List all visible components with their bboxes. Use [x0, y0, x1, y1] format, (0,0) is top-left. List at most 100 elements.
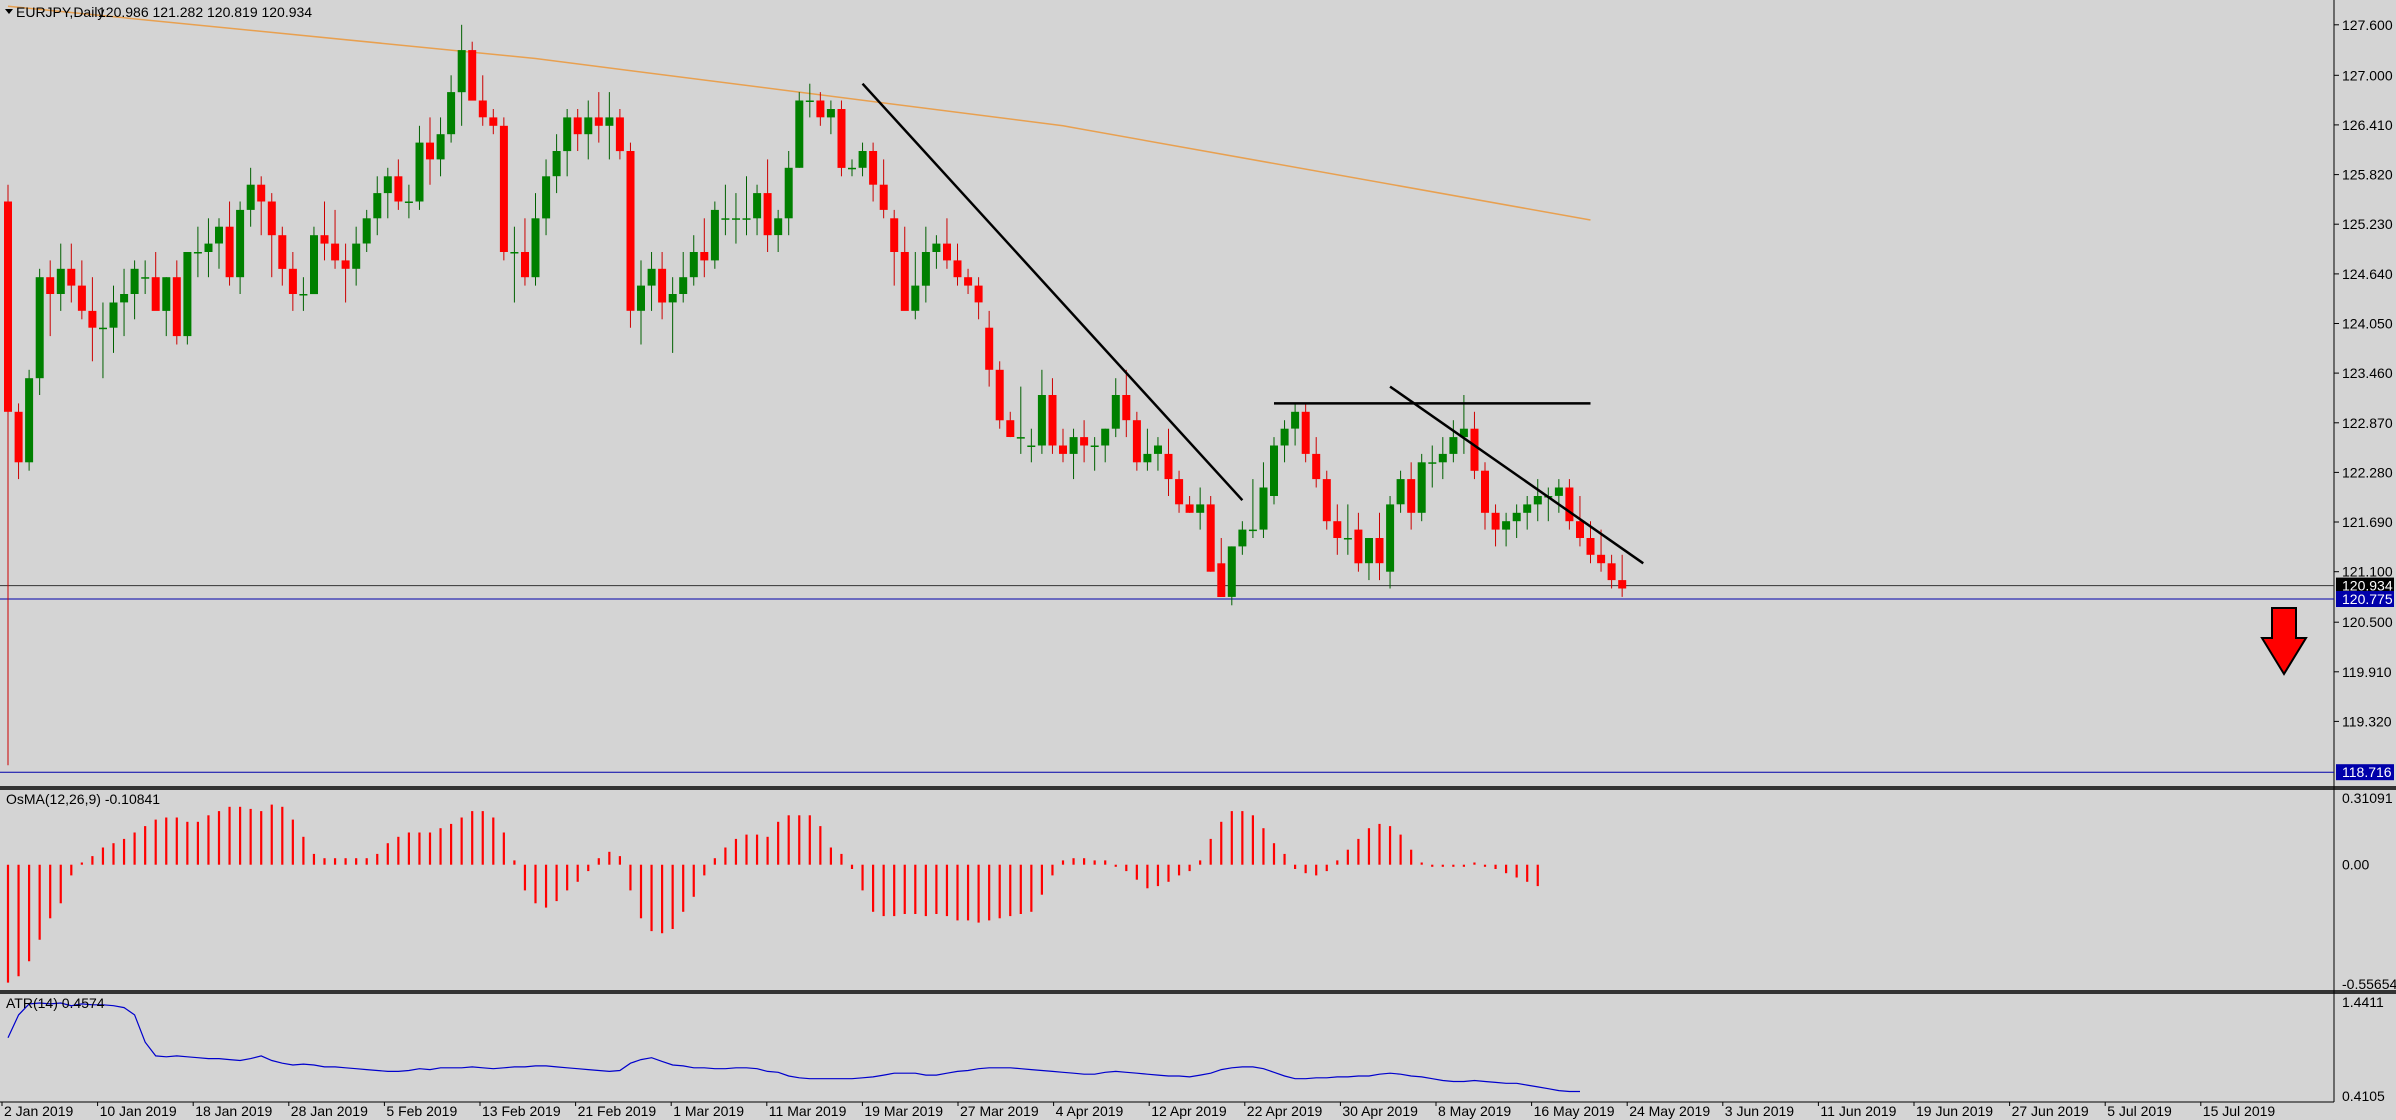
- bear-candle: [288, 268, 297, 294]
- bear-candle: [1132, 420, 1141, 463]
- bull-candle: [1259, 487, 1268, 530]
- price-tick-label: 120.500: [2342, 614, 2393, 630]
- bear-candle: [890, 218, 899, 252]
- date-label: 1 Mar 2019: [673, 1103, 744, 1119]
- bear-candle: [4, 201, 12, 412]
- bear-candle: [499, 125, 508, 252]
- bull-candle: [130, 268, 139, 294]
- bear-candle: [1597, 554, 1606, 564]
- bull-candle: [721, 218, 730, 220]
- current-price-label-box: [2336, 577, 2394, 594]
- bull-candle: [1291, 411, 1300, 429]
- panel-separator[interactable]: [0, 990, 2396, 994]
- bear-candle: [521, 252, 529, 278]
- bear-candle: [1122, 395, 1131, 421]
- bear-candle: [1217, 563, 1226, 597]
- bull-candle: [236, 209, 245, 278]
- bull-candle: [204, 243, 213, 252]
- bear-candle: [1322, 479, 1331, 522]
- price-tick-label: 127.000: [2342, 67, 2393, 83]
- bear-candle: [1481, 470, 1489, 513]
- atr-panel[interactable]: [0, 994, 2334, 1102]
- bear-candle: [953, 260, 962, 278]
- bull-candle: [310, 235, 318, 295]
- bull-candle: [605, 117, 614, 126]
- bear-candle: [879, 184, 888, 210]
- bear-candle: [974, 285, 983, 303]
- candlesticks: [4, 24, 1627, 766]
- bear-candle: [1312, 453, 1321, 480]
- bear-candle: [1006, 420, 1015, 437]
- bull-candle: [141, 277, 150, 279]
- date-label: 27 Jun 2019: [2012, 1103, 2089, 1119]
- bull-candle: [1270, 445, 1278, 496]
- bear-candle: [1607, 563, 1616, 581]
- bear-candle: [77, 285, 86, 311]
- bull-candle: [552, 151, 561, 177]
- bull-candle: [1417, 462, 1426, 513]
- osma-label: OsMA(12,26,9) -0.10841: [6, 791, 160, 807]
- price-tick-label: 124.640: [2342, 266, 2393, 282]
- price-tick-label: 121.100: [2342, 564, 2393, 580]
- current-price-label: 120.934: [2342, 578, 2393, 594]
- date-label: 30 Apr 2019: [1342, 1103, 1418, 1119]
- date-label: 2 Jan 2019: [4, 1103, 73, 1119]
- bear-candle: [1059, 445, 1067, 454]
- panel-separator[interactable]: [0, 786, 2396, 790]
- bear-candle: [46, 277, 55, 294]
- osma-tick-label: 0.00: [2342, 857, 2369, 873]
- bear-candle: [626, 151, 635, 311]
- bull-candle: [1512, 512, 1521, 522]
- bear-candle: [700, 252, 709, 261]
- bull-candle: [99, 327, 107, 330]
- price-axis-labels: 127.600 127.000 126.410 125.820 125.230 124.6…: [2336, 17, 2394, 781]
- bull-candle: [1196, 504, 1205, 513]
- bull-candle: [1502, 521, 1511, 530]
- bear-candle: [1618, 580, 1627, 589]
- price-tick-label: 122.280: [2342, 464, 2393, 480]
- bull-candle: [1248, 529, 1257, 532]
- date-axis: [0, 1102, 2396, 1120]
- main-panel[interactable]: [0, 0, 2334, 786]
- osma-panel[interactable]: [0, 790, 2334, 990]
- date-label: 11 Mar 2019: [769, 1103, 847, 1119]
- horizontal-lines: [0, 585, 2334, 773]
- bull-candle: [668, 294, 677, 303]
- bull-candle: [679, 277, 688, 294]
- bull-candle: [1154, 445, 1162, 454]
- bear-candle: [615, 117, 624, 152]
- bear-candle: [1586, 538, 1595, 555]
- date-label: 18 Jan 2019: [195, 1103, 272, 1119]
- date-label: 10 Jan 2019: [100, 1103, 177, 1119]
- bear-candle: [468, 50, 477, 101]
- bull-candle: [120, 294, 129, 303]
- bull-candle: [805, 100, 814, 102]
- bull-candle: [1523, 504, 1532, 513]
- bear-candle: [1080, 437, 1089, 446]
- trendlines[interactable]: [861, 82, 1644, 565]
- bull-candle: [1396, 479, 1405, 505]
- price-axis: [2334, 0, 2396, 1102]
- date-label: 12 Apr 2019: [1151, 1103, 1227, 1119]
- bear-candle: [1565, 487, 1574, 522]
- bull-candle: [457, 50, 466, 93]
- bull-candle: [510, 252, 519, 254]
- bear-candle: [1333, 521, 1342, 538]
- bull-candle: [932, 243, 941, 252]
- bull-candle: [183, 252, 192, 337]
- bear-candle: [900, 252, 909, 311]
- bull-candle: [35, 277, 44, 379]
- bull-candle: [1069, 437, 1078, 454]
- bear-candle: [225, 226, 234, 278]
- bull-candle: [299, 294, 308, 296]
- price-tick-label: 122.870: [2342, 415, 2393, 431]
- bull-candle: [1554, 487, 1563, 496]
- date-label: 22 Apr 2019: [1247, 1103, 1323, 1119]
- low-line-price-label: 118.716: [2342, 764, 2392, 780]
- bear-candle: [816, 100, 825, 118]
- triangle-down-icon[interactable]: [5, 9, 13, 14]
- bear-candle: [88, 310, 97, 328]
- bear-candle: [172, 277, 181, 337]
- bear-candle: [320, 235, 329, 244]
